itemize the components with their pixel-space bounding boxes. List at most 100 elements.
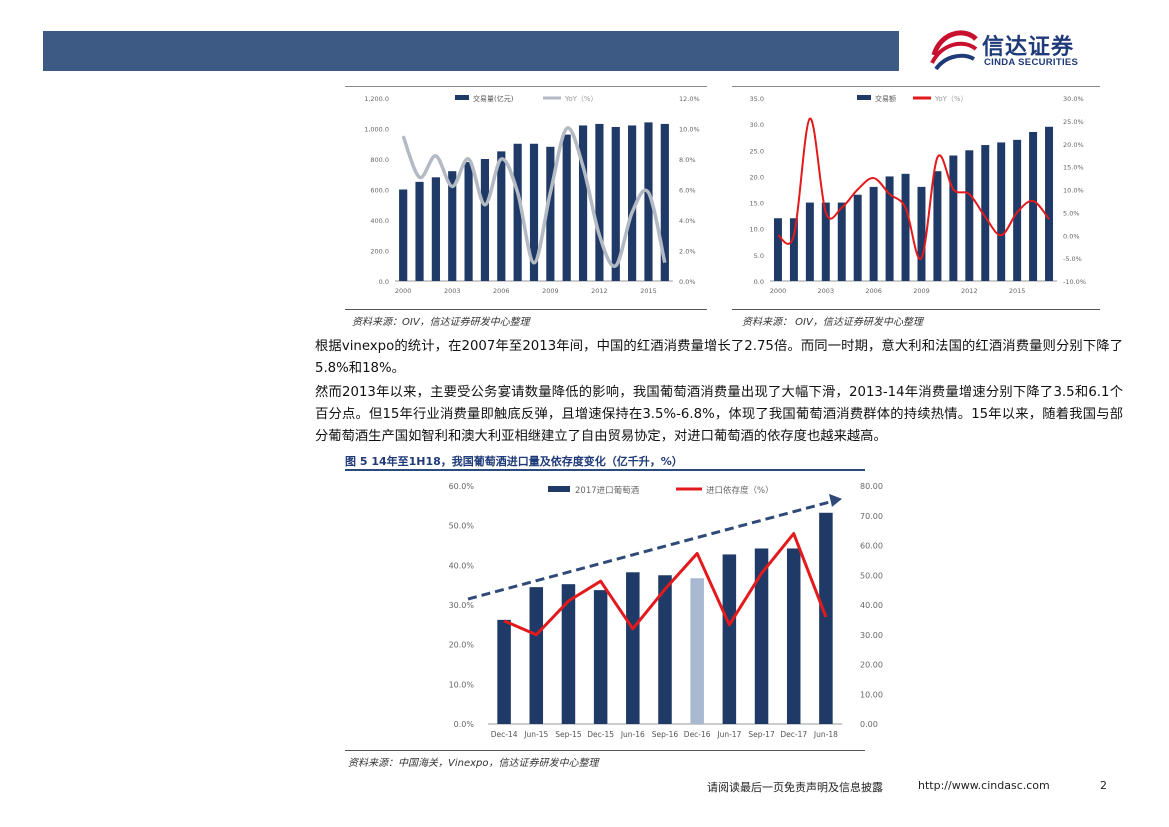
bar: [869, 186, 878, 281]
bar: [562, 134, 571, 281]
left-axis-tick-label: 20.0: [750, 173, 764, 181]
dependency-line: [503, 532, 828, 637]
x-axis-tick-label: 2009: [542, 287, 559, 295]
x-axis-tick-label: Jun-15: [523, 730, 548, 739]
body-paragraph-1: 根据vinexpo的统计，在2007年至2013年间，中国的红酒消费量增长了2.…: [315, 336, 1123, 380]
x-axis-tick-label: 2003: [444, 287, 461, 295]
bar: [933, 171, 942, 281]
left-axis-tick-label: 15.0: [750, 200, 764, 208]
x-axis-tick-label: 2015: [640, 287, 657, 295]
right-axis-tick-label: 2.0%: [679, 248, 696, 256]
right-axis-tick-label: 0.0%: [1063, 232, 1080, 240]
paragraph-2-text: 然而2013年以来，主要受公务宴请数量降低的影响，我国葡萄酒消费量出现了大幅下滑…: [315, 385, 1123, 444]
import-volume-bar: [593, 590, 608, 724]
trend-arrow-line: [467, 499, 833, 601]
right-chart-top-rule: [732, 86, 1100, 87]
bar: [1045, 126, 1054, 281]
footer-url-link[interactable]: http://www.cindasc.com: [918, 779, 1050, 792]
right-axis-tick-label: 25.0%: [1063, 118, 1084, 126]
paragraph-1-text: 根据vinexpo的统计，在2007年至2013年间，中国的红酒消费量增长了2.…: [315, 339, 1123, 376]
right-axis-tick-label: 70.00: [860, 512, 883, 521]
x-axis-tick-label: 2003: [818, 287, 835, 295]
x-axis-tick-label: 2006: [493, 287, 510, 295]
right-axis-tick-label: 50.00: [860, 571, 883, 580]
bar: [415, 181, 424, 281]
x-axis-tick-label: Sep-15: [555, 730, 582, 739]
right-chart: 35.0 30.0 25.0 20.0 15.0 10.0 5.0 0.0 30.0% 25.0%…: [732, 90, 1100, 300]
left-axis-tick-label: 25.0: [750, 147, 764, 155]
right-axis-tick-label: 4.0%: [679, 217, 696, 225]
legend-swatch-bar: [548, 486, 570, 492]
bar: [497, 151, 506, 281]
left-axis-tick-label: 0.0%: [454, 720, 475, 729]
cinda-logo: 信达证券 CINDA SECURITIES: [930, 27, 1130, 75]
right-axis-tick-label: 12.0%: [679, 95, 700, 103]
left-chart-svg: 1,200.0 1,000.0 800.0 600.0 400.0 200.0 0.0 12.…: [364, 94, 700, 295]
bar: [789, 218, 798, 281]
bottom-chart-source: 资料来源：中国海关，Vinexpo，信达证券研发中心整理: [348, 758, 599, 769]
logo-chinese-name: 信达证券: [982, 35, 1075, 60]
bottom-chart-top-rule: [345, 469, 865, 471]
import-volume-bar: [786, 548, 801, 724]
right-axis-tick-label: 20.00: [860, 661, 883, 670]
left-axis-tick-label: 10.0: [750, 226, 764, 234]
left-axis-tick-label: 0.0: [379, 278, 389, 286]
left-axis-tick-label: 600.0: [370, 187, 389, 195]
right-axis-tick-label: 20.0%: [1063, 141, 1084, 149]
x-axis-tick-label: 2009: [913, 287, 930, 295]
bar: [578, 125, 588, 281]
bar: [821, 202, 830, 281]
left-axis-tick-label: 35.0: [750, 95, 764, 103]
import-volume-bar: [626, 572, 640, 724]
x-axis-tick-label: 2015: [1009, 287, 1026, 295]
footer-page-number: 2: [1100, 779, 1107, 792]
left-chart-top-rule: [345, 86, 707, 87]
legend-swatch-bar: [857, 95, 871, 100]
left-chart: 1,200.0 1,000.0 800.0 600.0 400.0 200.0 0.0 12.…: [345, 90, 707, 300]
x-axis-tick-label: Jun-17: [716, 730, 741, 739]
x-axis-tick-label: Dec-16: [684, 730, 711, 739]
left-axis-tick-label: 50.0%: [449, 522, 475, 531]
import-volume-bar: [722, 554, 737, 724]
left-chart-bottom-rule: [345, 309, 707, 310]
bar: [595, 123, 604, 281]
right-axis-tick-label: 80.00: [860, 482, 883, 491]
legend-label-line: YoY（%）: [934, 95, 968, 103]
x-axis-tick-label: Jun-16: [620, 730, 645, 739]
import-volume-bar: [497, 619, 511, 724]
logo-english-name: CINDA SECURITIES: [984, 57, 1079, 68]
right-axis-tick-label: 10.0%: [1063, 187, 1084, 195]
left-axis-tick-label: 800.0: [370, 156, 389, 164]
bar: [480, 159, 490, 281]
right-axis-tick-label: 40.00: [860, 601, 883, 610]
bar: [529, 143, 539, 281]
bar: [805, 202, 814, 281]
bar: [611, 126, 620, 281]
right-axis-tick-label: 0.00: [860, 720, 878, 729]
cinda-emblem-icon: [930, 30, 978, 71]
left-axis-tick-label: 0.0: [754, 278, 764, 286]
bottom-chart-svg: 60.0% 50.0% 40.0% 30.0% 20.0% 10.0% 0.0% 80.00 7…: [449, 482, 883, 739]
right-axis-tick-label: 15.0%: [1063, 164, 1084, 172]
bar: [949, 155, 958, 281]
bar: [997, 142, 1006, 281]
x-axis-tick-label: 2012: [591, 287, 608, 295]
right-axis-tick-label: 10.0%: [679, 126, 700, 134]
left-axis-tick-label: 1,000.0: [364, 126, 389, 134]
legend-label-line: 进口依存度（%）: [706, 485, 774, 496]
left-axis-tick-label: 20.0%: [449, 641, 475, 650]
left-axis-tick-label: 1,200.0: [364, 95, 389, 103]
bar: [837, 202, 846, 281]
bar: [644, 122, 653, 282]
legend-swatch-bar: [455, 95, 469, 100]
bar: [513, 143, 522, 281]
bar: [399, 189, 408, 281]
yoy-line: [401, 126, 667, 268]
bar: [901, 173, 910, 281]
x-axis-tick-label: Dec-17: [780, 730, 807, 739]
right-axis-tick-label: -10.0%: [1063, 278, 1086, 286]
bar: [464, 162, 473, 281]
legend-label-bar: 交易量(亿元): [473, 94, 514, 103]
figure-title: 图 5 14年至1H18，我国葡萄酒进口量及依存度变化（亿千升，%）: [345, 455, 683, 468]
right-axis-tick-label: 5.0%: [1063, 209, 1080, 217]
